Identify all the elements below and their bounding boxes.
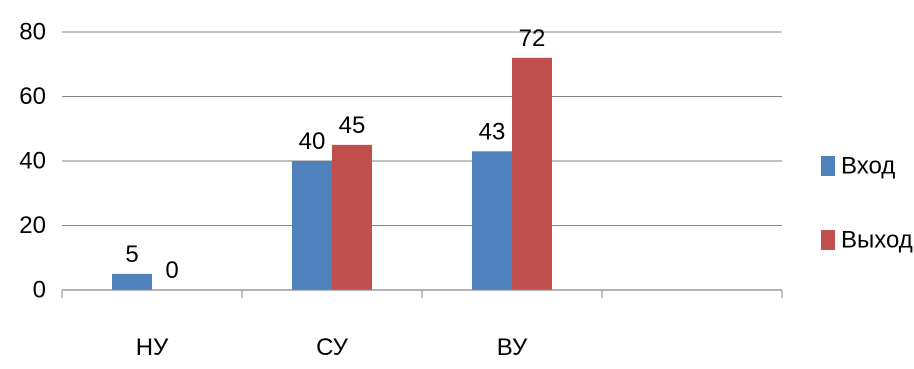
- bars: [112, 57, 552, 290]
- data-label: 45: [339, 112, 366, 139]
- y-axis-ticks: 0 20 40 60 80: [19, 19, 46, 304]
- data-label: 43: [479, 118, 506, 145]
- data-labels: 5 40 43 0 45 72: [125, 25, 545, 284]
- data-label: 40: [299, 128, 326, 155]
- gridlines: [62, 31, 782, 226]
- legend-swatch: [821, 156, 835, 176]
- data-label: 0: [165, 257, 178, 284]
- y-tick-label: 60: [19, 83, 46, 110]
- bar: [512, 57, 552, 290]
- x-tick-label: ВУ: [497, 334, 528, 361]
- y-tick-label: 40: [19, 148, 46, 175]
- y-tick-label: 80: [19, 19, 46, 46]
- data-label: 5: [125, 241, 138, 268]
- bar: [332, 144, 372, 290]
- x-axis: НУ СУ ВУ: [61, 289, 783, 361]
- legend-label: Выход: [841, 227, 913, 254]
- x-tick-label: СУ: [316, 334, 349, 361]
- bar: [112, 273, 152, 290]
- x-tick-label: НУ: [136, 334, 169, 361]
- bar: [292, 161, 332, 290]
- y-tick-label: 20: [19, 212, 46, 239]
- legend-label: Вход: [841, 153, 895, 180]
- bar: [472, 151, 512, 290]
- y-tick-label: 0: [33, 277, 46, 304]
- data-label: 72: [519, 25, 546, 52]
- legend: Вход Выход: [821, 153, 913, 254]
- legend-swatch: [821, 230, 835, 250]
